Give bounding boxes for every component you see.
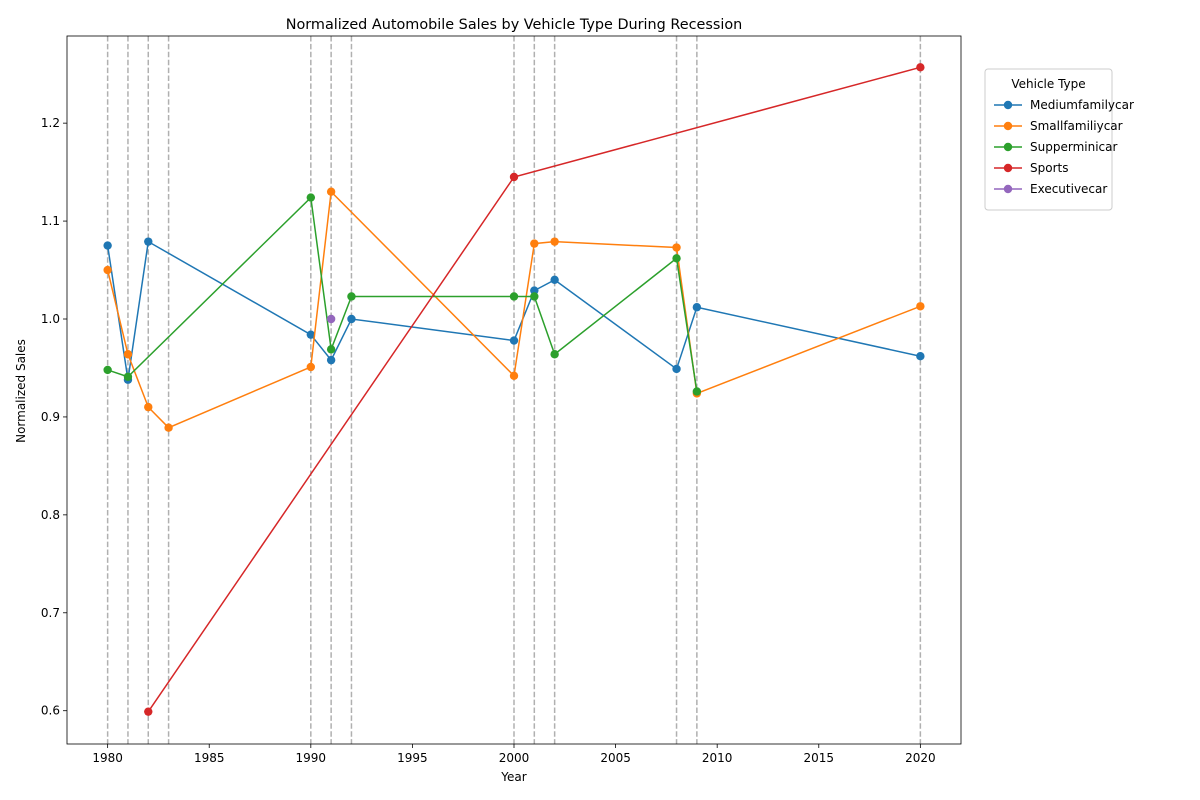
data-point-mediumfamilycar-2000 [509, 336, 519, 345]
y-tick-label-0.9: 0.9 [41, 410, 60, 424]
data-point-mediumfamilycar-2008 [672, 364, 681, 374]
data-point-smallfamiliycar-2002 [550, 237, 559, 246]
data-point-supperminicar-1991 [326, 345, 336, 354]
data-point-supperminicar-2008 [672, 254, 681, 263]
legend-swatch-marker [1003, 184, 1013, 194]
x-tick-label-1990: 1990 [296, 751, 327, 765]
data-point-smallfamiliycar-2008 [672, 243, 681, 252]
data-point-mediumfamilycar-1992 [347, 314, 356, 324]
x-tick-label-2010: 2010 [702, 751, 733, 765]
data-point-supperminicar-1990 [306, 193, 316, 202]
data-point-supperminicar-2002 [550, 350, 559, 359]
data-point-supperminicar-1992 [347, 292, 356, 301]
legend-label: Smallfamiliycar [1030, 119, 1123, 133]
data-point-smallfamiliycar-1982 [144, 402, 153, 412]
x-tick-label-2015: 2015 [803, 751, 834, 765]
series-line-smallfamiliycar [106, 190, 921, 429]
data-point-smallfamiliycar-1990 [306, 362, 316, 372]
legend-label: Sports [1030, 161, 1068, 175]
data-point-mediumfamilycar-1980 [103, 241, 112, 250]
data-point-mediumfamilycar-2001 [530, 286, 539, 295]
data-point-supperminicar-2000 [509, 292, 519, 301]
legend-entry-executivecar: Executivecar [994, 182, 1107, 196]
data-point-sports-2000 [509, 172, 519, 182]
series-mediumfamilycar [103, 237, 925, 384]
legend: Vehicle Type Mediumfamilycar Smallfamiliyc… [984, 68, 1134, 211]
data-point-smallfamiliycar-1991 [326, 187, 336, 196]
legend-label: Supperminicar [1030, 140, 1117, 154]
y-tick-label-1.1: 1.1 [41, 214, 60, 228]
legend-entry-supperminicar: Supperminicar [994, 140, 1117, 154]
y-tick-label-1.0: 1.0 [41, 312, 60, 326]
legend-swatch-marker [1003, 142, 1013, 152]
x-tick-label-1995: 1995 [397, 751, 428, 765]
series-layer [103, 63, 925, 716]
legend-swatch-marker [1003, 163, 1013, 173]
data-point-mediumfamilycar-2020 [916, 352, 925, 361]
data-point-mediumfamilycar-1991 [326, 355, 336, 365]
y-tick-label-1.2: 1.2 [41, 116, 60, 130]
legend-entry-smallfamiliycar: Smallfamiliycar [994, 119, 1123, 133]
data-point-supperminicar-2001 [530, 292, 539, 301]
y-tick-label-0.7: 0.7 [41, 606, 60, 620]
x-axis: 1980 1985 1990 1995 2000 2005 2010 2015 2020 [92, 744, 936, 765]
data-point-supperminicar-1980 [103, 365, 112, 375]
data-point-executivecar-1991 [326, 314, 336, 324]
data-point-sports-2020 [916, 63, 925, 72]
series-line-mediumfamilycar [106, 240, 921, 380]
data-point-mediumfamilycar-2002 [550, 275, 559, 285]
x-axis-label: Year [500, 770, 526, 784]
y-tick-label-0.8: 0.8 [41, 508, 60, 522]
data-point-mediumfamilycar-1982 [144, 237, 153, 246]
legend-swatch-marker [1003, 100, 1013, 110]
series-line-supperminicar [107, 195, 698, 392]
x-tick-label-1980: 1980 [92, 751, 123, 765]
series-supperminicar [103, 193, 702, 396]
data-point-smallfamiliycar-2000 [509, 371, 519, 381]
legend-label: Mediumfamilycar [1030, 98, 1134, 112]
x-tick-label-2000: 2000 [499, 751, 530, 765]
legend-label: Executivecar [1030, 182, 1107, 196]
y-tick-label-0.6: 0.6 [41, 704, 60, 718]
data-point-smallfamiliycar-2001 [530, 239, 539, 248]
data-point-smallfamiliycar-1980 [103, 265, 112, 275]
data-point-mediumfamilycar-2009 [692, 303, 702, 312]
series-smallfamiliycar [103, 187, 925, 432]
data-point-supperminicar-2009 [692, 387, 702, 396]
x-tick-label-2020: 2020 [905, 751, 936, 765]
series-executivecar [326, 314, 336, 324]
y-axis: 0.6 0.7 0.8 0.9 1.0 1.1 1.2 [41, 116, 67, 718]
data-point-smallfamiliycar-1981 [123, 350, 133, 359]
data-point-sports-1982 [144, 707, 153, 716]
y-axis-label: Normalized Sales [14, 339, 28, 443]
series-sports [144, 63, 925, 716]
data-point-smallfamiliycar-2020 [916, 302, 925, 311]
data-point-smallfamiliycar-1983 [164, 423, 173, 432]
recession-lines [106, 36, 922, 744]
legend-swatch-marker [1003, 121, 1013, 131]
legend-entry-mediumfamilycar: Mediumfamilycar [994, 98, 1134, 112]
legend-entry-sports: Sports [994, 161, 1068, 175]
data-point-mediumfamilycar-1990 [306, 330, 316, 339]
chart-title: Normalized Automobile Sales by Vehicle T… [286, 17, 743, 33]
x-tick-label-2005: 2005 [600, 751, 631, 765]
data-point-supperminicar-1981 [123, 372, 133, 381]
legend-title: Vehicle Type [1011, 77, 1085, 91]
x-tick-label-1985: 1985 [194, 751, 225, 765]
